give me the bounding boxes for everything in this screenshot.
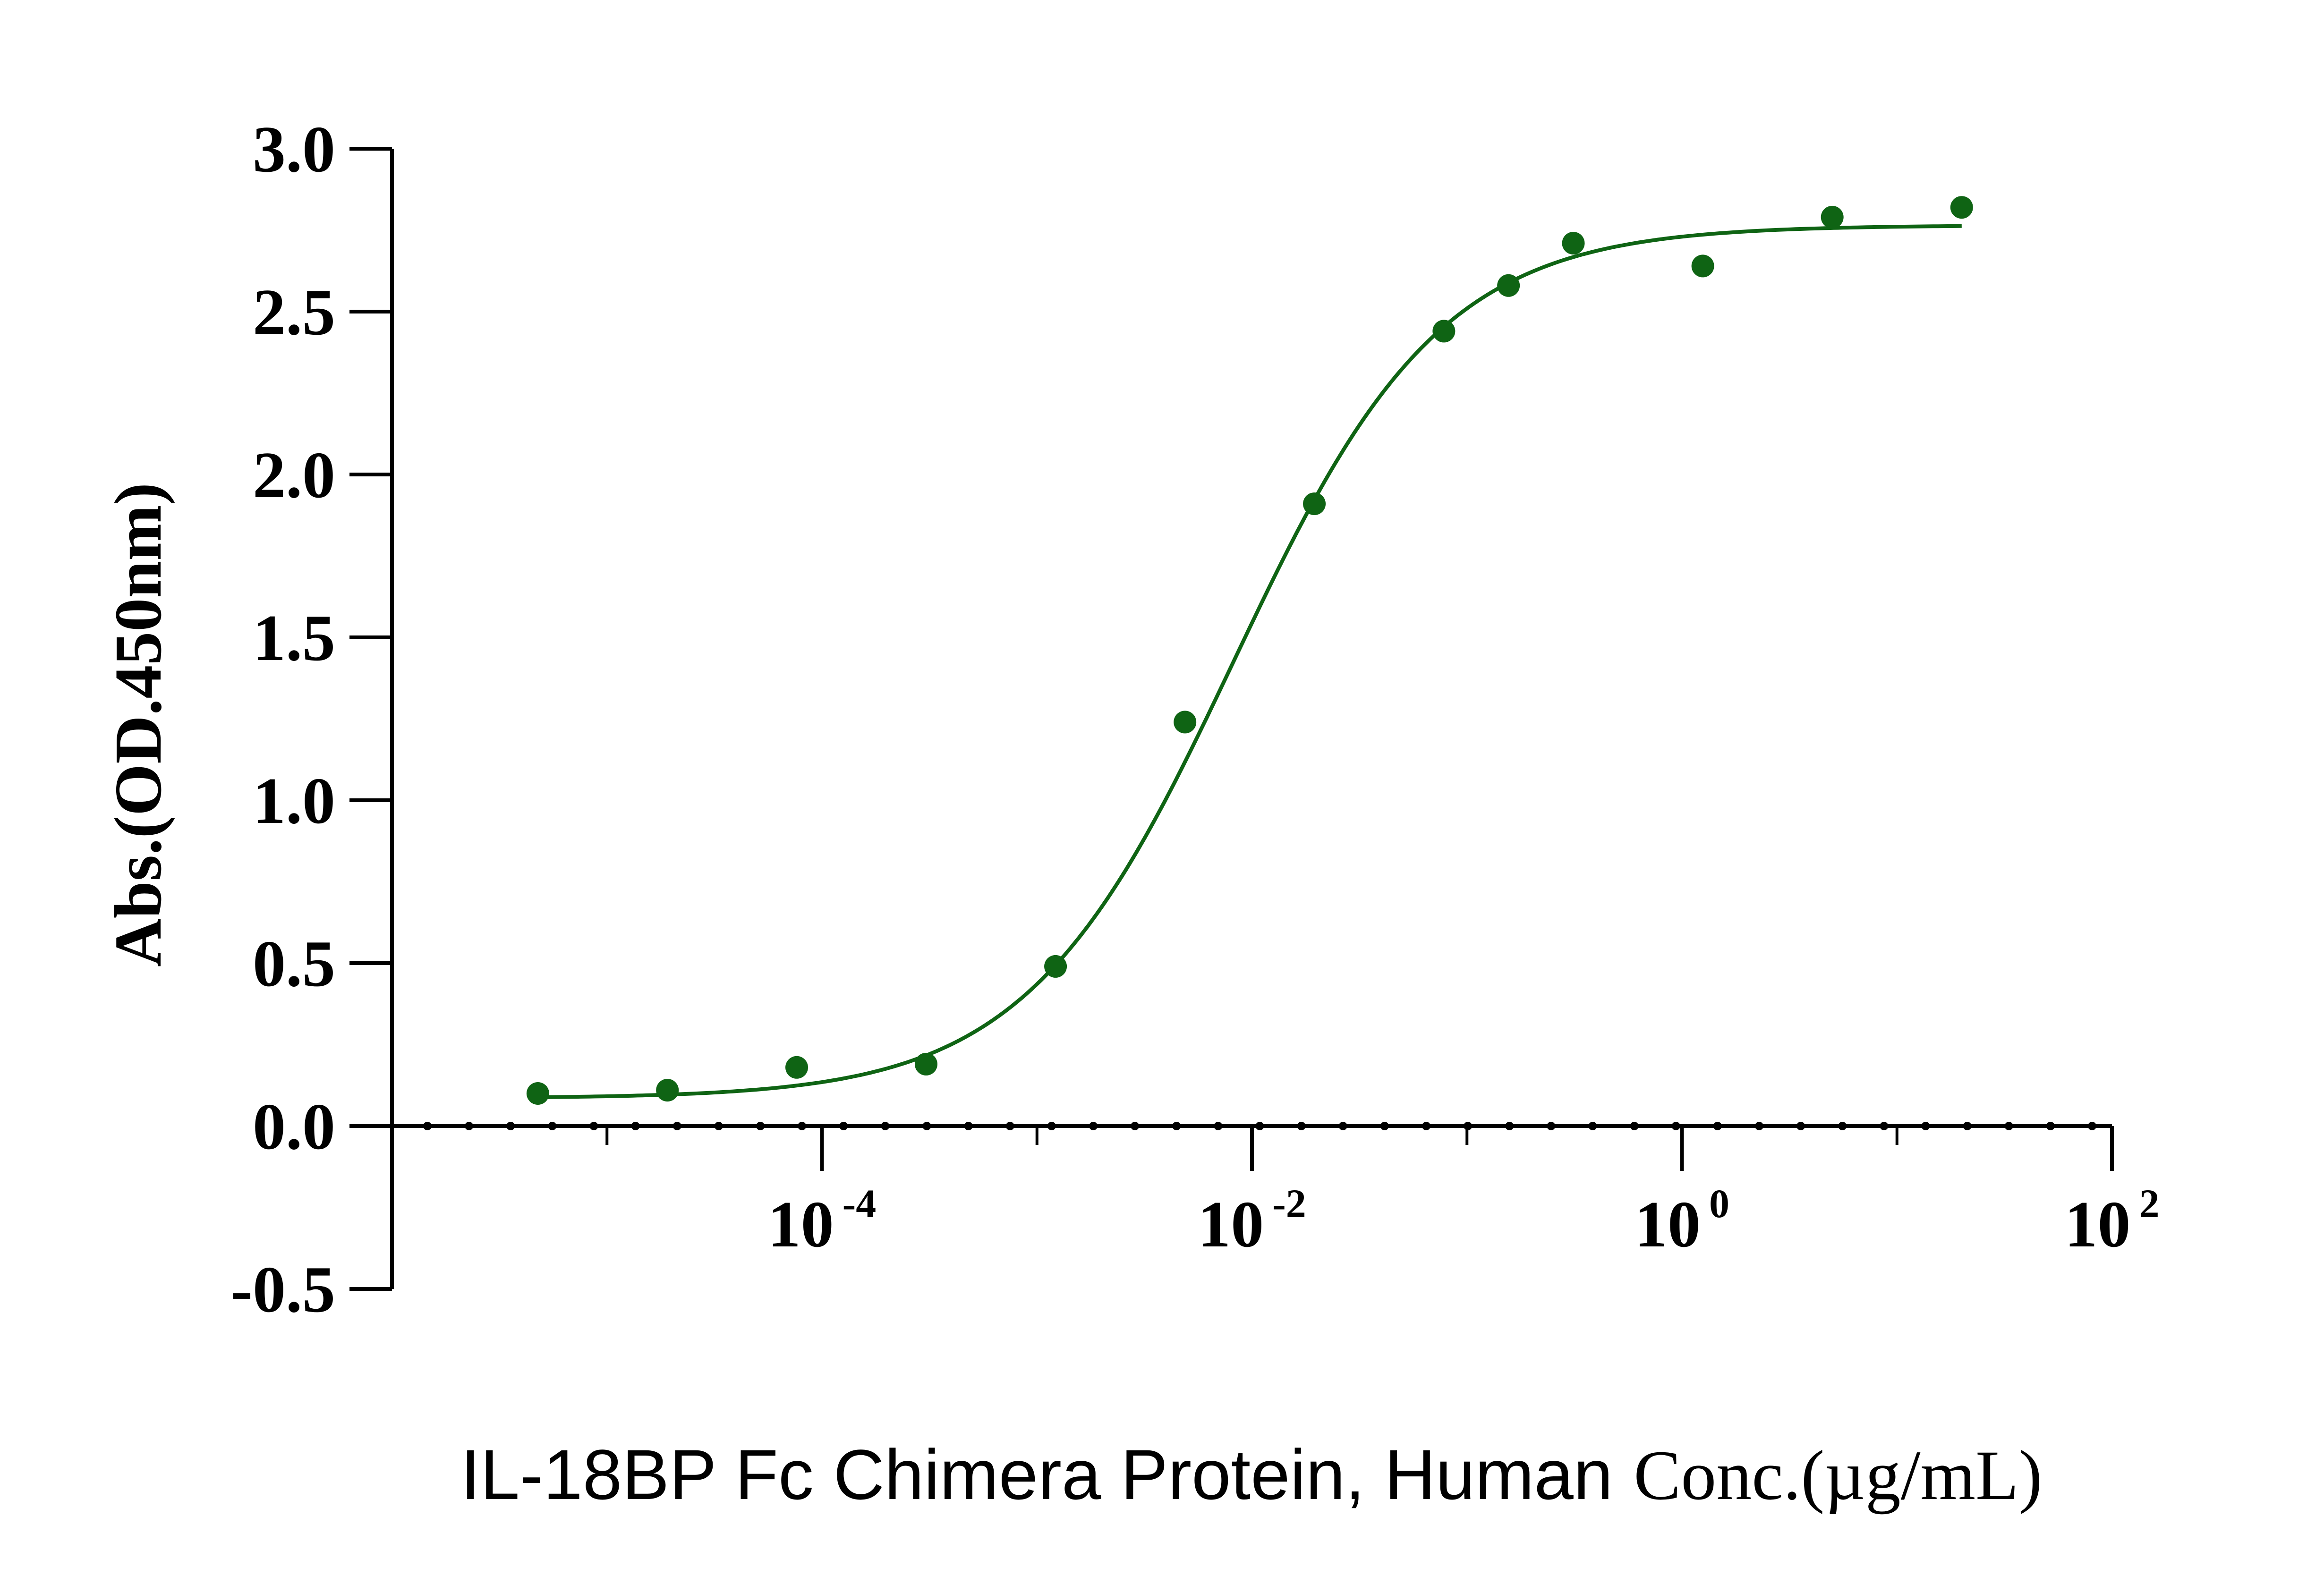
y-tick-label: 2.0 (253, 439, 335, 512)
axis-dot (2004, 1122, 2013, 1130)
y-tick-label: 3.0 (253, 113, 335, 186)
y-tick-label: 1.5 (253, 601, 335, 675)
data-point (1562, 232, 1585, 255)
axis-dot (2046, 1122, 2055, 1130)
axis-dot (1005, 1122, 1014, 1130)
axis-dot (1963, 1122, 1972, 1130)
x-axis-minor-dots (423, 1122, 2096, 1130)
x-tick-label: 10 0 (1634, 1181, 1729, 1261)
axis-dot (1422, 1122, 1430, 1130)
y-axis-ticks: 3.0 2.5 2.0 1.5 1.0 0.5 0.0 -0.5 (230, 113, 392, 1326)
axis-dot (1838, 1122, 1847, 1130)
axis-dot (1338, 1122, 1347, 1130)
x-tick-label: 10 -4 (768, 1181, 877, 1261)
x-axis-label-unit: Conc.(µg/mL) (1634, 1436, 2042, 1515)
axis-dot (465, 1122, 474, 1130)
axis-dot (1671, 1122, 1680, 1130)
axis-dot (1547, 1122, 1556, 1130)
axis-dot (1630, 1122, 1639, 1130)
axis-dot (756, 1122, 765, 1130)
axis-dot (1921, 1122, 1930, 1130)
axis-dot (1505, 1122, 1514, 1130)
data-point (914, 1052, 937, 1076)
axis-dot (1089, 1122, 1098, 1130)
axis-dot (1131, 1122, 1140, 1130)
axis-dot (423, 1122, 432, 1130)
axis-dot (1464, 1122, 1473, 1130)
data-point (526, 1082, 549, 1105)
axis-dot (839, 1122, 848, 1130)
x-tick-label: 10 2 (2065, 1181, 2160, 1261)
data-point (785, 1056, 809, 1079)
axis-dot (798, 1122, 807, 1130)
axis-dot (881, 1122, 890, 1130)
axis-dot (631, 1122, 640, 1130)
axes-layer: 3.0 2.5 2.0 1.5 1.0 0.5 0.0 -0.5 10 -4 10 -2 10 0 10 2 (230, 113, 2159, 1326)
axis-dot (1713, 1122, 1722, 1130)
x-axis-label: IL-18BP Fc Chimera Protein, Human Conc.(… (460, 1435, 2042, 1515)
axis-dot (1588, 1122, 1597, 1130)
data-point (1432, 320, 1456, 343)
axis-dot (714, 1122, 723, 1130)
axis-dot (548, 1122, 557, 1130)
axis-dot (589, 1122, 598, 1130)
data-point (1821, 205, 1844, 229)
axis-dot (1214, 1122, 1223, 1130)
y-tick-label: 0.0 (253, 1090, 335, 1163)
axis-dot (1047, 1122, 1056, 1130)
data-point (1174, 711, 1197, 734)
axis-dot (673, 1122, 681, 1130)
axis-dot (1796, 1122, 1805, 1130)
axis-dot (1755, 1122, 1763, 1130)
y-tick-label: 1.0 (253, 764, 335, 838)
y-tick-label: 0.5 (253, 927, 335, 1000)
y-tick-label: -0.5 (230, 1253, 335, 1326)
axis-dot (2088, 1122, 2096, 1130)
data-point (1044, 955, 1067, 978)
data-point (656, 1079, 679, 1102)
y-tick-label: 2.5 (253, 276, 335, 349)
data-point (1497, 274, 1520, 297)
axis-dot (922, 1122, 931, 1130)
data-point (1950, 196, 1973, 219)
x-axis-label-main: IL-18BP Fc Chimera Protein, Human (460, 1435, 1613, 1514)
axis-dot (1880, 1122, 1889, 1130)
axis-dot (1297, 1122, 1306, 1130)
data-point (1303, 492, 1326, 516)
fit-curve (537, 224, 1962, 1100)
data-points (526, 196, 1973, 1105)
data-point (1691, 254, 1714, 278)
x-tick-label: 10 -2 (1198, 1181, 1306, 1261)
x-axis-ticks: 10 -4 10 -2 10 0 10 2 (391, 1126, 2160, 1261)
axis-dot (964, 1122, 973, 1130)
axis-dot (1172, 1122, 1181, 1130)
axis-dot (1380, 1122, 1389, 1130)
y-axis-label: Abs.(OD.450nm) (101, 483, 175, 967)
axis-dot (1255, 1122, 1264, 1130)
axis-dot (506, 1122, 515, 1130)
